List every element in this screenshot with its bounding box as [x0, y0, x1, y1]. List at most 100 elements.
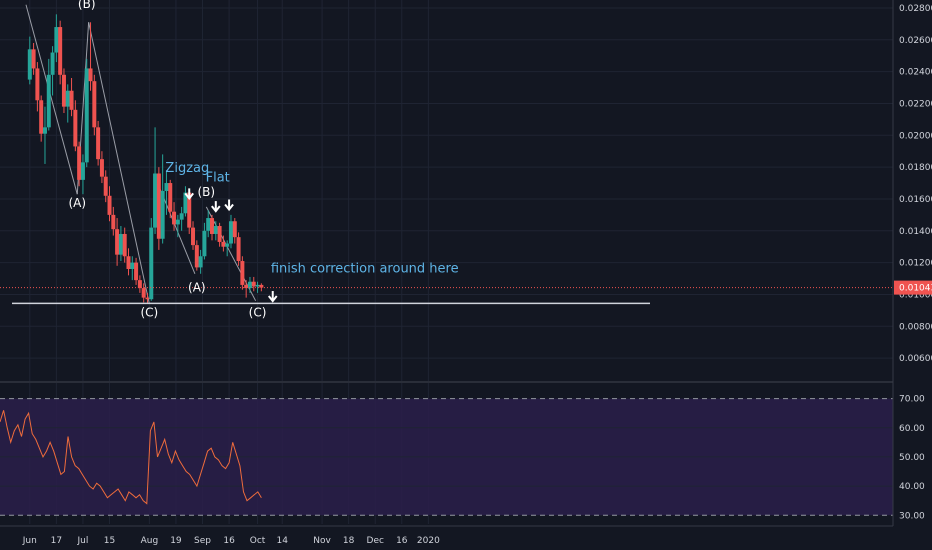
candle-body[interactable] — [191, 227, 196, 246]
candle-body[interactable] — [134, 262, 139, 281]
candle-body[interactable] — [160, 191, 165, 239]
candle-body[interactable] — [156, 173, 161, 239]
candle-body[interactable] — [92, 81, 97, 128]
candle-body[interactable] — [228, 221, 233, 244]
wave-trendline — [25, 4, 78, 195]
candle-body[interactable] — [172, 211, 177, 225]
arrow-head — [224, 203, 234, 212]
candle-body[interactable] — [46, 74, 51, 128]
candle-body[interactable] — [232, 221, 237, 238]
arrow-down-icon — [211, 201, 221, 213]
candle-body[interactable] — [137, 280, 142, 289]
candle-body[interactable] — [164, 183, 169, 191]
time-tick-label: Aug — [141, 536, 159, 546]
arrow-down-icon — [267, 291, 278, 303]
annotation-text: Zigzag — [165, 161, 209, 176]
candle-body[interactable] — [183, 192, 188, 214]
candle-body[interactable] — [88, 68, 93, 82]
wave-label: (A) — [188, 280, 206, 294]
candle-body[interactable] — [206, 218, 211, 231]
candle-body[interactable] — [103, 176, 108, 196]
candle-body[interactable] — [244, 284, 249, 289]
time-tick-label: 16 — [223, 536, 235, 546]
candle-body[interactable] — [202, 230, 207, 257]
candle-body[interactable] — [145, 297, 150, 300]
rsi-line — [0, 410, 262, 505]
price-candles[interactable] — [27, 14, 264, 305]
candle-body[interactable] — [225, 243, 230, 247]
candle-body[interactable] — [99, 159, 104, 177]
time-tick-label: 14 — [277, 536, 289, 546]
time-tick-label: Sep — [194, 536, 211, 546]
candle-body[interactable] — [175, 219, 180, 225]
candle-body[interactable] — [42, 127, 47, 134]
rsi-tick-label: 30.00 — [899, 511, 925, 521]
candle-body[interactable] — [107, 195, 112, 215]
wave-label: (B) — [198, 185, 216, 199]
candle-body[interactable] — [141, 288, 146, 298]
wave-label: (C) — [249, 306, 267, 320]
candle-body[interactable] — [31, 49, 36, 69]
candle-body[interactable] — [240, 261, 245, 285]
candle-body[interactable] — [126, 256, 131, 269]
candle-body[interactable] — [259, 284, 264, 288]
candle-body[interactable] — [77, 146, 82, 180]
rsi-tick-label: 70.00 — [899, 395, 925, 405]
candle-body[interactable] — [179, 213, 184, 220]
candle-body[interactable] — [80, 162, 85, 180]
annotation-text: Flat — [206, 170, 230, 185]
candle-body[interactable] — [50, 52, 55, 75]
candle-body[interactable] — [111, 214, 116, 230]
candle-body[interactable] — [130, 262, 135, 269]
candle-body[interactable] — [153, 173, 158, 228]
candle-body[interactable] — [236, 237, 241, 262]
rsi-tick-label: 50.00 — [899, 453, 925, 463]
candle-body[interactable] — [35, 68, 40, 101]
price-axis-panel — [893, 0, 932, 550]
time-tick-label: 17 — [51, 536, 62, 546]
candle-body[interactable] — [39, 100, 44, 134]
candle-body[interactable] — [187, 192, 192, 228]
wave-trendline — [88, 22, 150, 305]
arrow-down-icon — [184, 188, 195, 200]
time-tick-label: 2020 — [417, 536, 440, 546]
candle-body[interactable] — [122, 233, 127, 257]
candle-body[interactable] — [255, 284, 260, 287]
candle-body[interactable] — [96, 127, 101, 160]
arrow-head — [211, 205, 221, 213]
price-levels — [0, 287, 893, 305]
time-tick-label: Jun — [22, 536, 37, 546]
candle-body[interactable] — [54, 27, 59, 53]
candle-body[interactable] — [118, 233, 123, 255]
candle-body[interactable] — [61, 74, 66, 107]
candle-body[interactable] — [247, 281, 252, 289]
candle-body[interactable] — [27, 49, 32, 80]
price-tick-label: 0.00600 — [899, 354, 932, 364]
candle-body[interactable] — [198, 256, 203, 268]
candle-body[interactable] — [251, 281, 256, 287]
candle-body[interactable] — [58, 27, 63, 75]
candle-body[interactable] — [149, 227, 154, 300]
annotation-text: finish correction around here — [271, 262, 459, 277]
candle-body[interactable] — [217, 226, 222, 242]
candle-body[interactable] — [73, 109, 78, 147]
candle-body[interactable] — [213, 226, 218, 234]
candle-body[interactable] — [194, 245, 199, 268]
candle-body[interactable] — [84, 68, 89, 163]
candle-body[interactable] — [168, 183, 173, 212]
wave-label: (B) — [78, 0, 96, 11]
time-tick-label: 16 — [396, 536, 408, 546]
candle-body[interactable] — [65, 90, 70, 107]
candle-body[interactable] — [210, 218, 215, 234]
candle-body[interactable] — [115, 229, 120, 255]
candle-body[interactable] — [221, 241, 226, 247]
candle-body[interactable] — [69, 90, 74, 110]
